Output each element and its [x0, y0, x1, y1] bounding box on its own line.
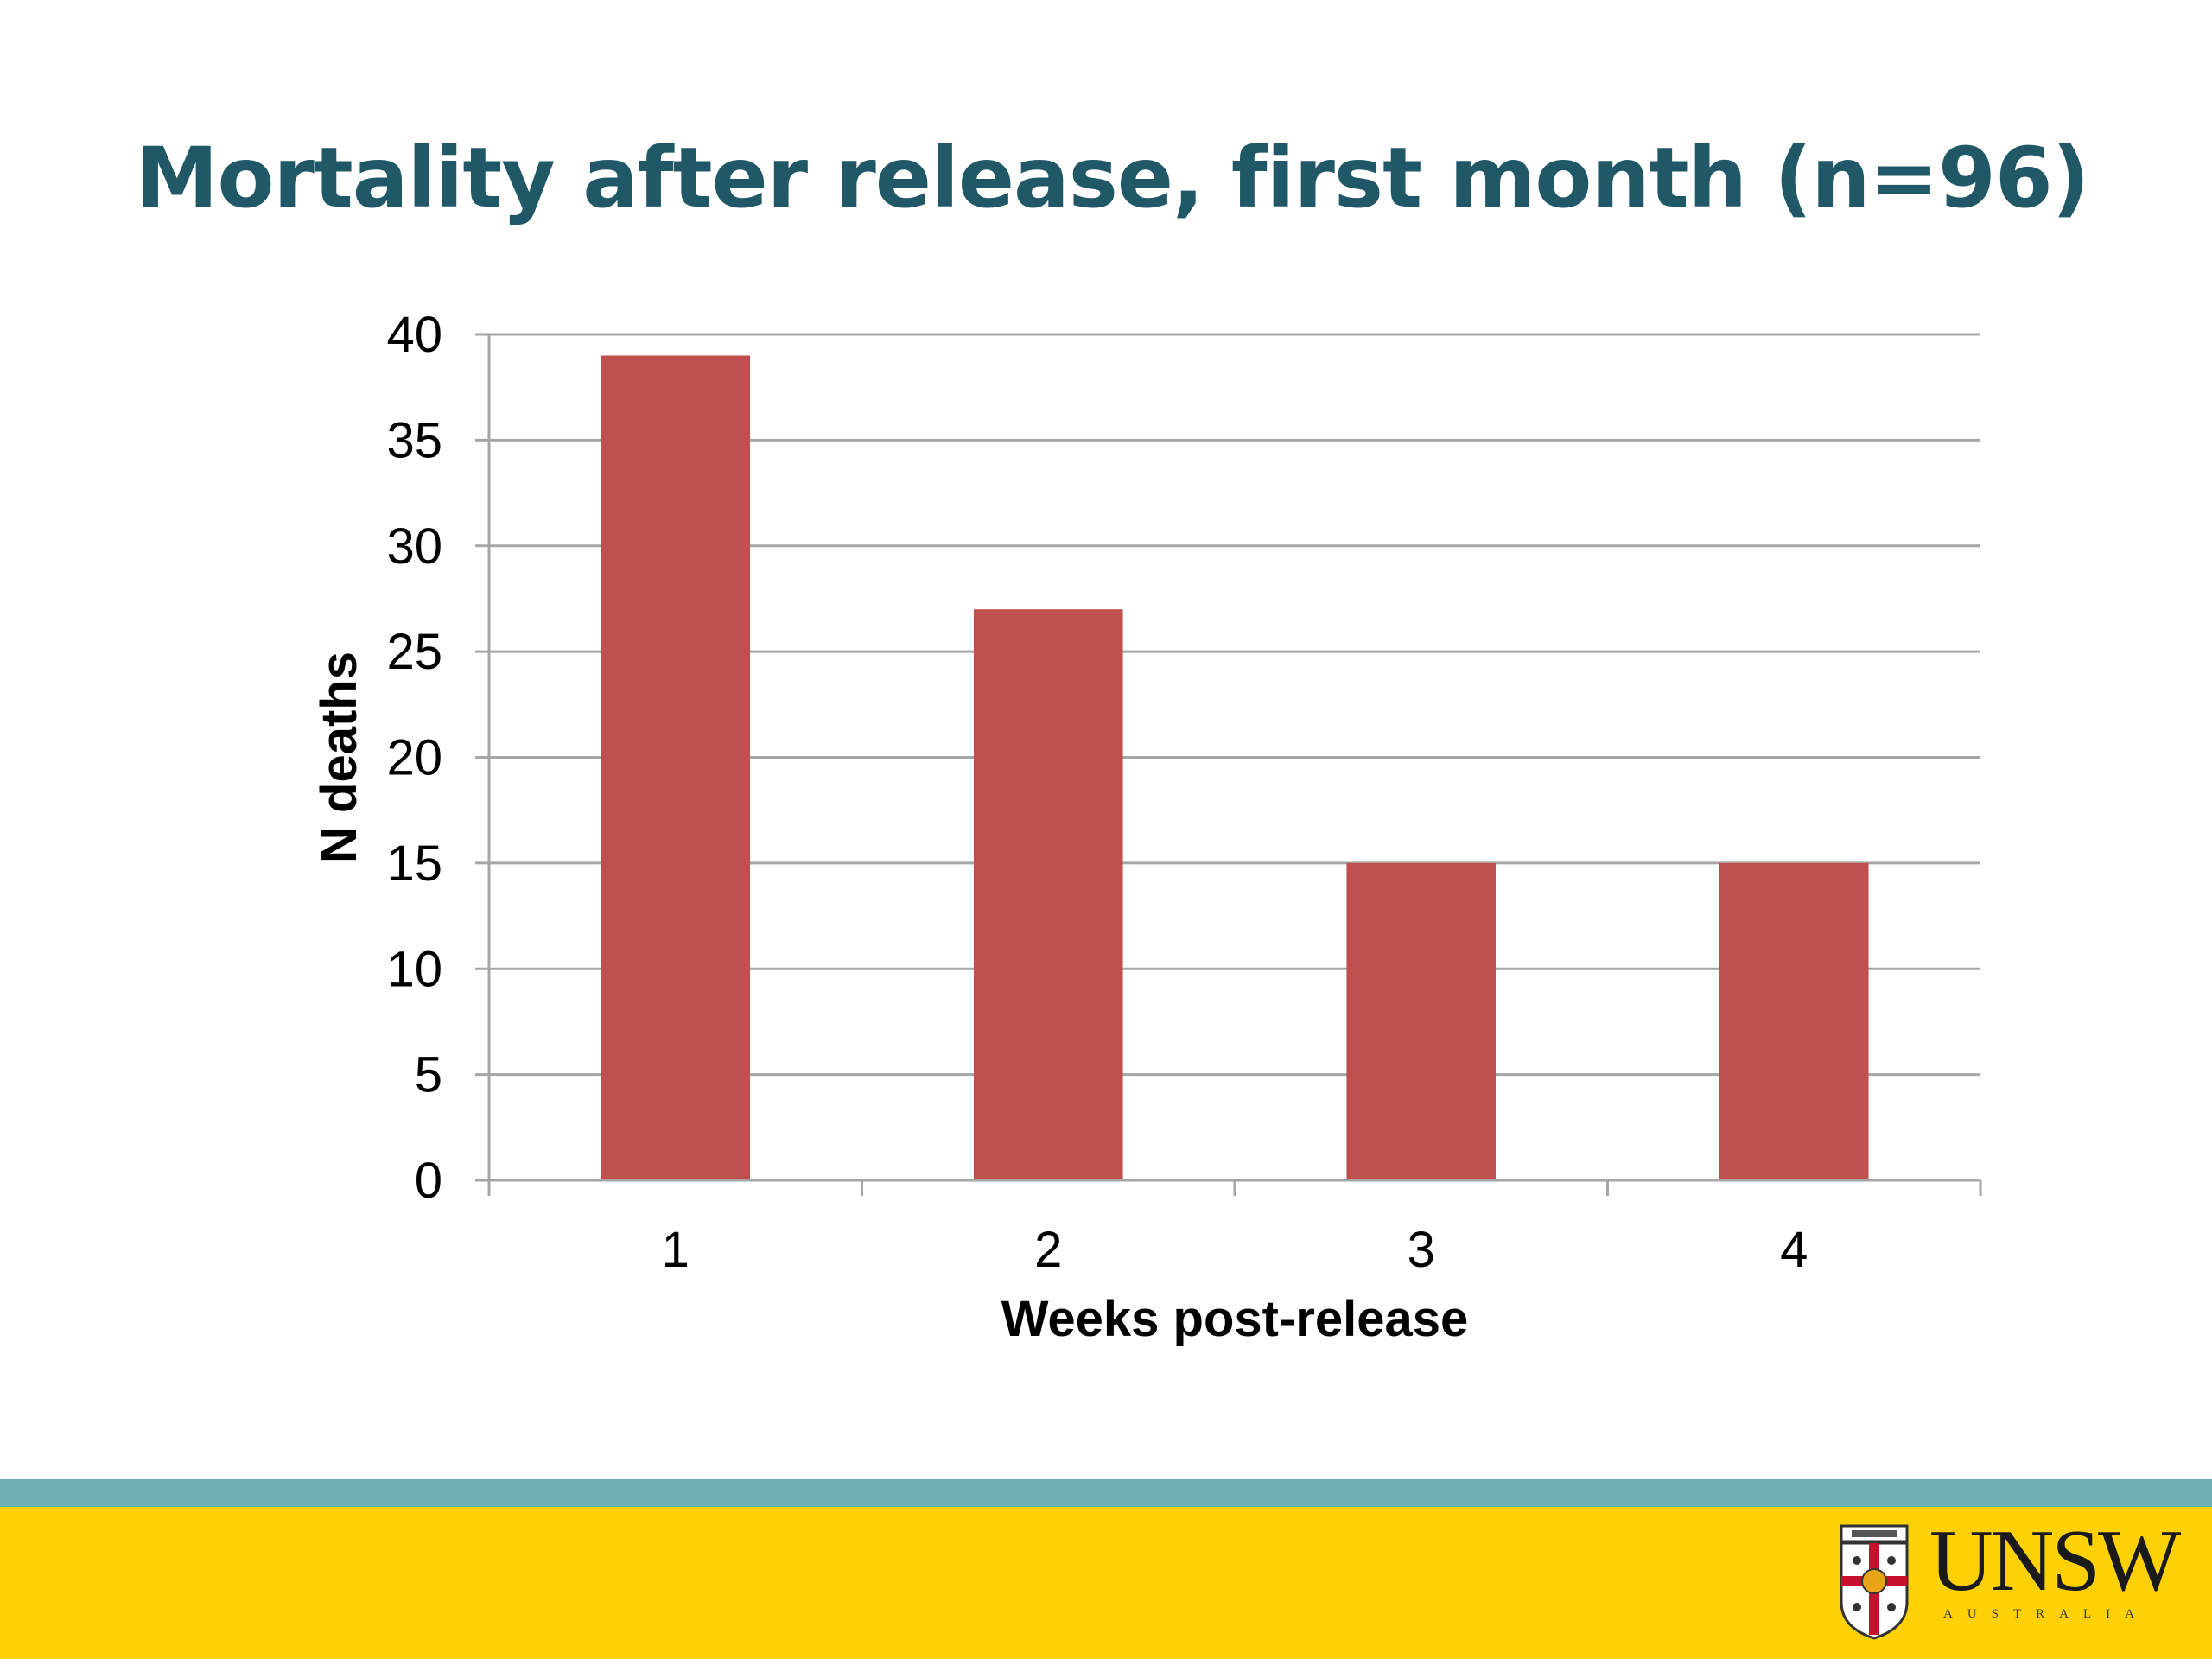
axes	[475, 333, 1982, 1196]
slide-title: Mortality after release, first month (n=…	[136, 130, 2089, 226]
x-tick-label: 3	[1408, 1222, 1435, 1278]
bars	[601, 355, 1869, 1181]
y-tick-label: 0	[415, 1153, 442, 1209]
y-tick-label: 35	[386, 412, 442, 468]
y-tick-label: 25	[386, 624, 442, 680]
unsw-logo: UNSW AUSTRALIA	[1836, 1517, 2181, 1643]
unsw-subword: AUSTRALIA	[1943, 1607, 2149, 1621]
x-tick-label: 2	[1034, 1222, 1062, 1278]
y-axis-title: N deaths	[311, 652, 367, 863]
tick-labels: 0 5 10 15 20 25 30 35 40 1 2 3 4	[386, 307, 1808, 1278]
y-tick-label: 5	[415, 1047, 442, 1103]
y-tick-label: 30	[386, 518, 442, 575]
footer-stripe	[0, 1479, 2212, 1507]
x-axis-title: Weeks post-release	[1001, 1291, 1469, 1347]
y-tick-label: 15	[386, 836, 442, 892]
bar-week-4	[1719, 862, 1869, 1180]
unsw-wordmark: UNSW	[1929, 1512, 2181, 1610]
unsw-crest-icon	[1840, 1524, 1909, 1640]
bar-week-3	[1346, 862, 1497, 1180]
x-tick-label: 4	[1780, 1222, 1808, 1278]
bar-week-2	[973, 609, 1123, 1180]
y-tick-label: 20	[386, 730, 442, 786]
bar-week-1	[601, 355, 751, 1181]
x-tick-label: 1	[662, 1222, 690, 1278]
y-tick-label: 40	[386, 307, 442, 363]
y-tick-label: 10	[386, 941, 442, 997]
